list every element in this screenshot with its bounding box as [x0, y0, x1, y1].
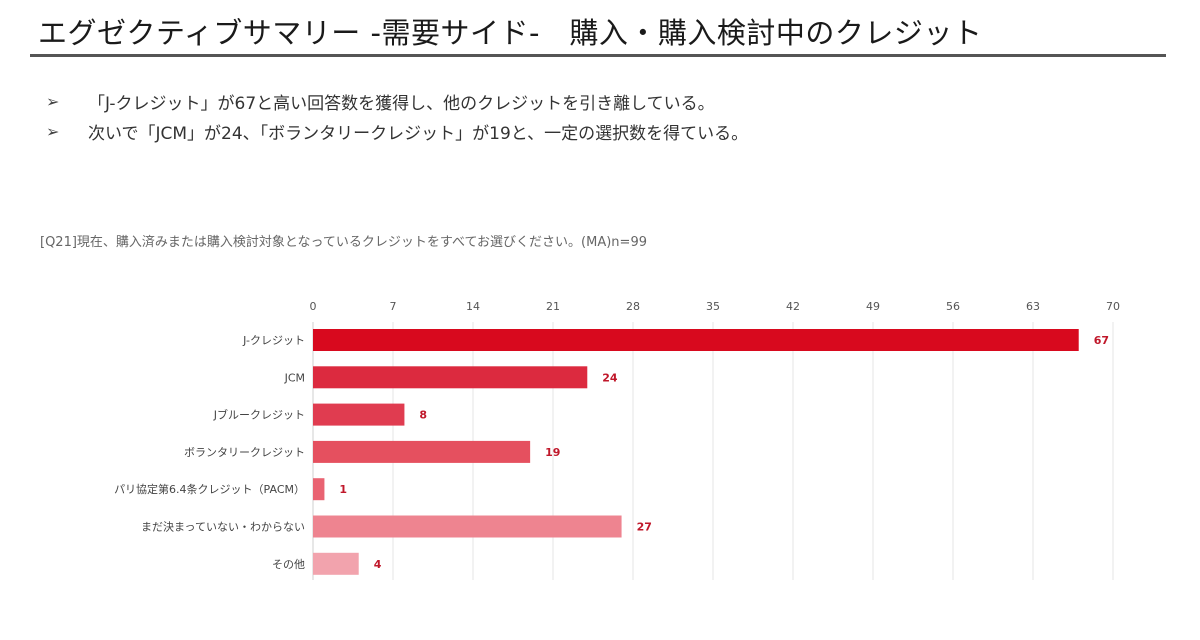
x-tick-label: 14: [466, 300, 480, 313]
category-label: ボランタリークレジット: [184, 446, 305, 459]
category-label: その他: [272, 558, 305, 571]
x-tick-label: 35: [706, 300, 720, 313]
bar: [313, 366, 588, 389]
x-tick-label: 56: [946, 300, 960, 313]
summary-bullet: ➢ 次いで「JCM」が24、「ボランタリークレジット」が19と、一定の選択数を得…: [46, 116, 748, 146]
value-label: 19: [545, 446, 560, 459]
x-tick-label: 28: [626, 300, 640, 313]
arrow-bullet-icon: ➢: [46, 121, 60, 141]
x-tick-label: 49: [866, 300, 880, 313]
survey-question: [Q21]現在、購入済みまたは購入検討対象となっているクレジットをすべてお選びく…: [40, 235, 647, 250]
category-label: JCM: [284, 371, 305, 384]
value-label: 1: [339, 483, 347, 496]
value-label: 24: [602, 371, 618, 384]
x-tick-label: 7: [390, 300, 397, 313]
category-label: Jブルークレジット: [213, 408, 305, 422]
value-label: 4: [374, 558, 382, 571]
x-tick-label: 0: [310, 300, 317, 313]
summary-bullet-text: 次いで「JCM」が24、「ボランタリークレジット」が19と、一定の選択数を得てい…: [88, 123, 749, 144]
arrow-bullet-icon: ➢: [46, 91, 60, 111]
value-label: 8: [419, 409, 427, 422]
category-label: パリ協定第6.4条クレジット（PACM）: [114, 482, 305, 496]
category-label: J-クレジット: [242, 334, 305, 347]
bar: [313, 552, 359, 575]
page-title: エグゼクティブサマリー -需要サイド- 購入・購入検討中のクレジット: [38, 16, 983, 50]
bar: [313, 403, 405, 426]
x-tick-label: 63: [1026, 300, 1040, 313]
bar: [313, 478, 325, 501]
summary-bullet: ➢ 「J-クレジット」が67と高い回答数を獲得し、他のクレジットを引き離している…: [46, 86, 748, 116]
summary-bullets: ➢ 「J-クレジット」が67と高い回答数を獲得し、他のクレジットを引き離している…: [46, 86, 748, 146]
x-tick-label: 21: [546, 300, 560, 313]
value-label: 27: [637, 521, 652, 534]
category-label: まだ決まっていない・わからない: [141, 521, 305, 534]
bar: [313, 440, 531, 463]
x-tick-label: 42: [786, 300, 800, 313]
bar: [313, 329, 1079, 351]
title-divider: [30, 54, 1166, 57]
x-tick-label: 70: [1106, 300, 1120, 313]
value-label: 67: [1094, 334, 1109, 347]
summary-bullet-text: 「J-クレジット」が67と高い回答数を獲得し、他のクレジットを引き離している。: [88, 93, 715, 114]
bar: [313, 515, 622, 538]
